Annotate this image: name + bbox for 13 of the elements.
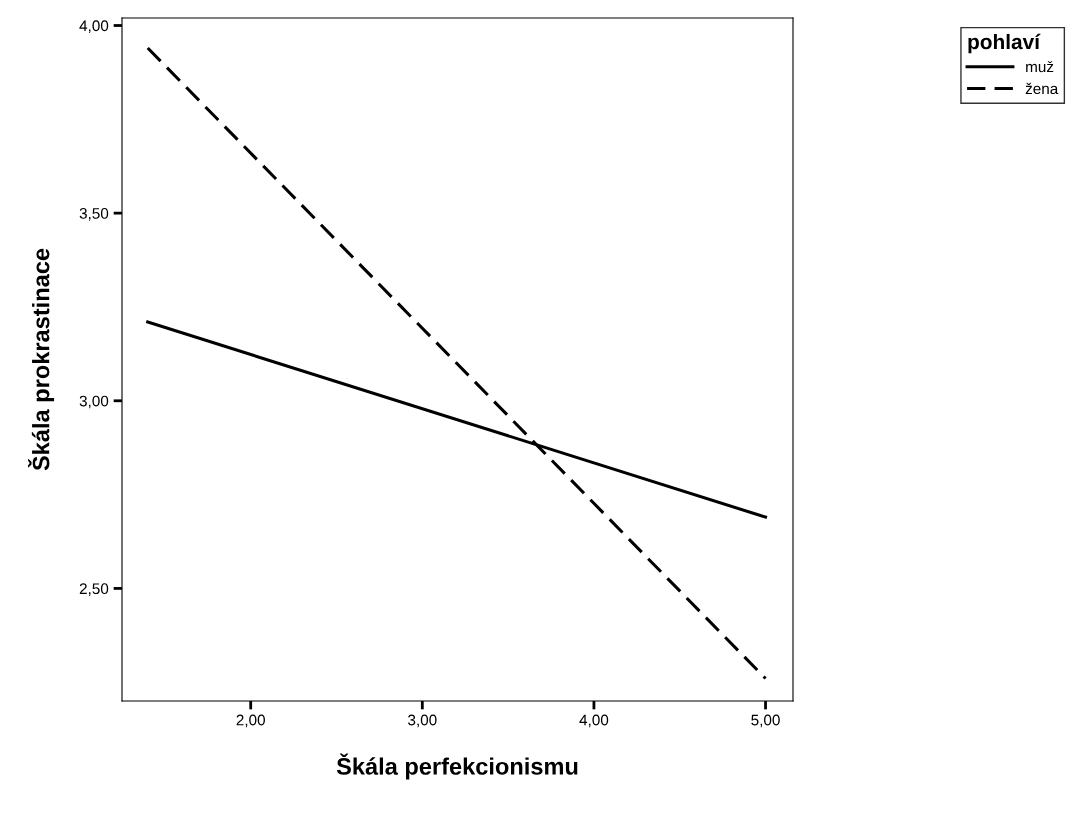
y-tick-label: 3,00 [79,395,109,409]
legend-label: žena [1025,82,1059,95]
y-tick-label: 3,50 [79,208,109,221]
x-tick-label: 2,00 [236,714,265,728]
y-tick-label: 4,00 [79,20,109,33]
x-tick-label: 4,00 [579,714,609,728]
x-tick-label: 5,00 [751,714,780,728]
x-tick-label: 3,00 [408,714,437,728]
y-tick-label: 2,50 [79,583,109,596]
x-axis-title: Škála perfekcionismu [336,753,578,780]
y-axis-title: Škála prokrastinace [28,248,55,471]
legend-label: muž [1026,60,1054,73]
legend-title: pohlaví [968,33,1041,54]
